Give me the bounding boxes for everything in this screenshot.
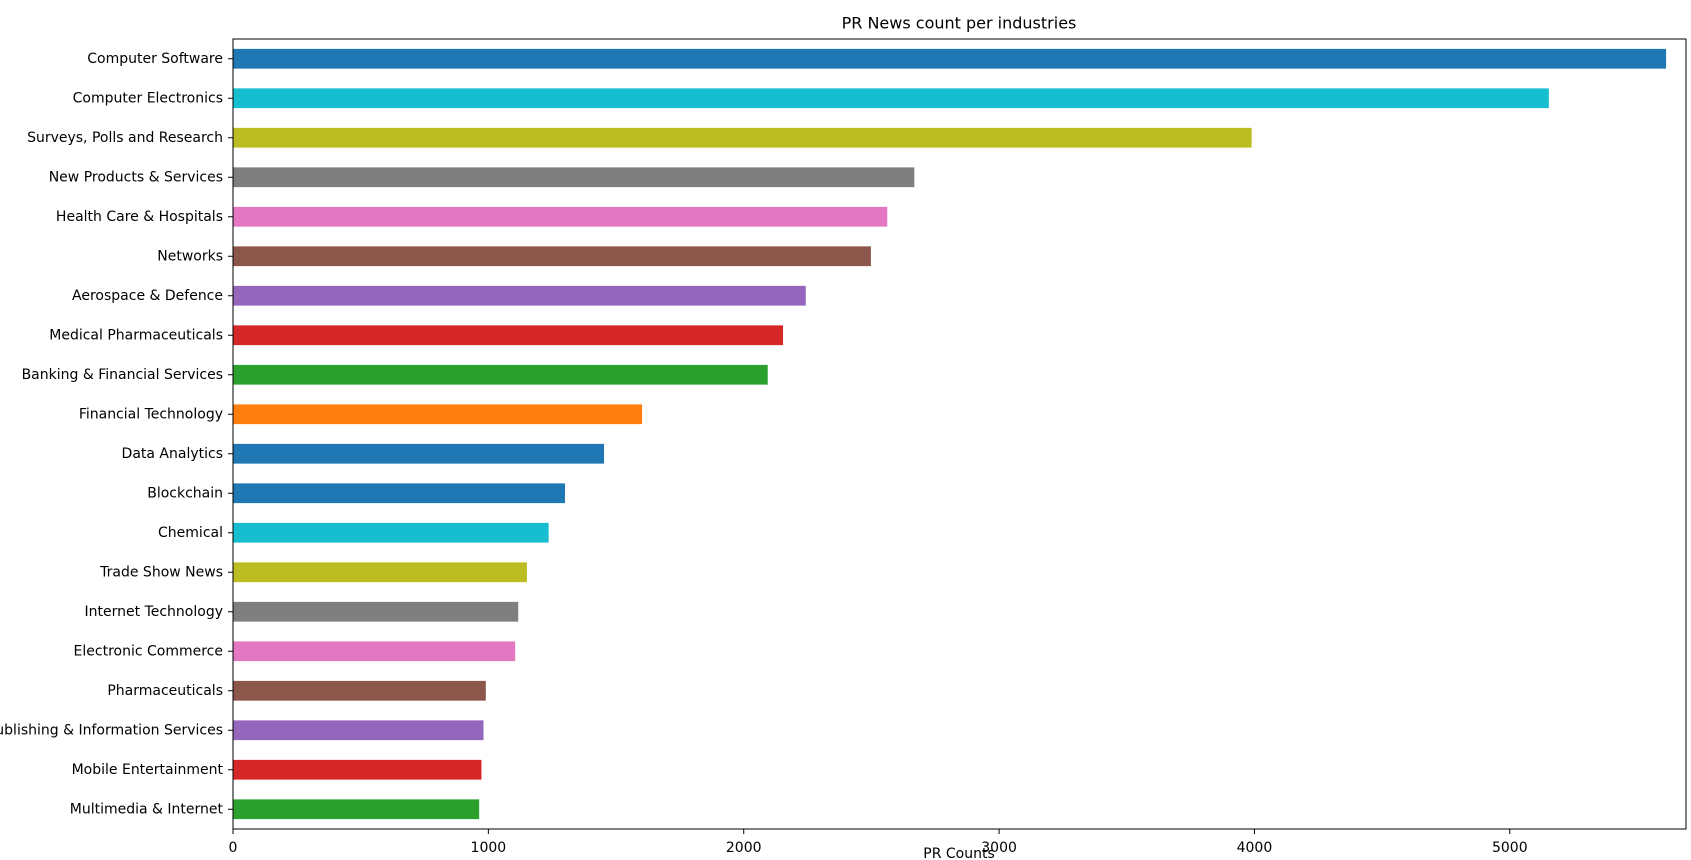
bar: [233, 364, 768, 385]
x-tick-label: 3000: [981, 840, 1017, 856]
bar: [233, 48, 1667, 69]
x-tick-label: 4000: [1237, 840, 1273, 856]
y-tick-label: Medical Pharmaceuticals: [49, 327, 223, 343]
bar: [233, 522, 549, 543]
y-tick-label: Trade Show News: [99, 564, 223, 580]
y-tick-label: Computer Software: [87, 51, 223, 67]
bar: [233, 167, 915, 188]
y-tick-label: New Products & Services: [49, 169, 223, 185]
bar: [233, 206, 888, 227]
y-tick-label: Banking & Financial Services: [22, 367, 223, 383]
y-tick-label: Chemical: [158, 525, 223, 541]
y-tick-label: Health Care & Hospitals: [56, 209, 223, 225]
x-axis-label: PR Counts: [923, 846, 995, 860]
bar: [233, 601, 519, 622]
x-tick-label: 0: [229, 840, 238, 856]
bar: [233, 759, 482, 780]
y-tick-label: Pharmaceuticals: [107, 683, 223, 699]
x-tick-label: 5000: [1492, 840, 1528, 856]
bar: [233, 641, 516, 662]
chart-title: PR News count per industries: [842, 14, 1077, 33]
y-tick-label: Mobile Entertainment: [72, 762, 224, 778]
y-tick-label: Publishing & Information Services: [0, 722, 223, 738]
bar: [233, 404, 643, 425]
bar: [233, 325, 784, 346]
bar: [233, 562, 527, 583]
y-tick-label: Surveys, Polls and Research: [27, 130, 223, 146]
y-tick-label: Multimedia & Internet: [70, 801, 224, 817]
bar: [233, 443, 605, 464]
bar: [233, 246, 871, 267]
bar: [233, 88, 1549, 109]
y-tick-label: Internet Technology: [85, 604, 223, 620]
plot-frame: [232, 38, 1687, 830]
x-tick-label: 2000: [726, 840, 762, 856]
y-tick-label: Data Analytics: [122, 446, 223, 462]
bar: [233, 483, 565, 504]
y-tick-label: Financial Technology: [79, 406, 223, 422]
bar: [233, 720, 484, 741]
y-tick-label: Aerospace & Defence: [72, 288, 223, 304]
y-tick-label: Electronic Commerce: [74, 643, 223, 659]
bar: [233, 799, 480, 820]
bar: [233, 127, 1252, 148]
y-tick-label: Blockchain: [147, 485, 223, 501]
y-tick-label: Computer Electronics: [73, 90, 223, 106]
bar: [233, 680, 486, 701]
bar: [233, 285, 806, 306]
y-tick-label: Networks: [157, 248, 223, 264]
x-tick-label: 1000: [471, 840, 507, 856]
